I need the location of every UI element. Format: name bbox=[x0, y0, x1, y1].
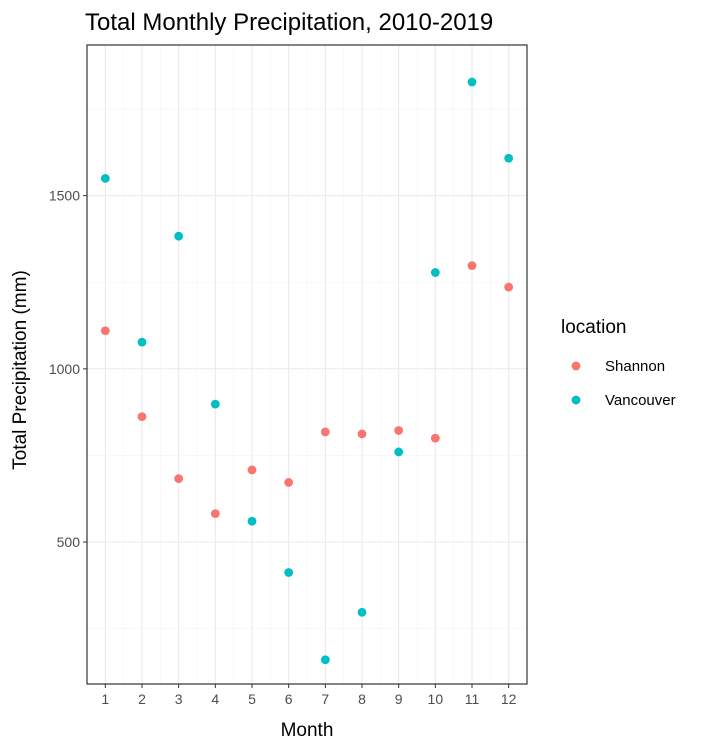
chart-title: Total Monthly Precipitation, 2010-2019 bbox=[85, 9, 493, 36]
data-point-vancouver bbox=[320, 655, 330, 665]
data-point-vancouver bbox=[394, 447, 404, 457]
data-point-shannon bbox=[394, 426, 404, 435]
data-point-shannon bbox=[284, 478, 294, 487]
x-tick-label: 12 bbox=[501, 691, 517, 707]
data-point-vancouver bbox=[467, 77, 477, 87]
legend-label-vancouver: Vancouver bbox=[605, 392, 676, 409]
data-point-shannon bbox=[210, 509, 220, 518]
x-tick-label: 1 bbox=[101, 691, 109, 707]
data-point-vancouver bbox=[247, 516, 257, 526]
data-points bbox=[100, 77, 514, 665]
x-tick-label: 3 bbox=[175, 691, 183, 707]
x-tick-label: 9 bbox=[395, 691, 403, 707]
x-tick-label: 10 bbox=[428, 691, 444, 707]
gridlines bbox=[87, 45, 527, 684]
data-point-shannon bbox=[430, 433, 440, 443]
legend-title: location bbox=[561, 317, 627, 338]
legend-key-shannon bbox=[571, 361, 581, 371]
x-tick-label: 8 bbox=[358, 691, 366, 707]
data-point-shannon bbox=[174, 474, 184, 484]
data-point-shannon bbox=[467, 261, 477, 271]
x-tick-label: 11 bbox=[465, 691, 480, 707]
data-point-shannon bbox=[100, 326, 110, 336]
data-point-vancouver bbox=[504, 153, 514, 163]
data-point-shannon bbox=[504, 282, 514, 292]
data-point-vancouver bbox=[357, 607, 367, 617]
y-tick-label: 500 bbox=[57, 534, 81, 550]
data-point-vancouver bbox=[100, 173, 110, 183]
legend-label-shannon: Shannon bbox=[605, 358, 665, 375]
x-tick-label: 7 bbox=[321, 691, 329, 707]
x-tick-label: 4 bbox=[211, 691, 219, 707]
x-tick-label: 2 bbox=[138, 691, 146, 707]
data-point-vancouver bbox=[430, 268, 440, 277]
legend: location Shannon Vancouver bbox=[561, 317, 676, 409]
data-point-shannon bbox=[320, 427, 330, 437]
x-axis-title: Month bbox=[281, 720, 334, 741]
y-tick-label: 1000 bbox=[49, 361, 80, 377]
data-point-vancouver bbox=[174, 231, 184, 241]
data-point-shannon bbox=[357, 429, 367, 439]
y-axis-title: Total Precipitation (mm) bbox=[10, 270, 31, 470]
plot-border bbox=[86, 44, 528, 685]
x-tick-label: 5 bbox=[248, 691, 256, 707]
data-point-vancouver bbox=[137, 337, 147, 347]
legend-key-vancouver bbox=[571, 395, 581, 405]
data-point-shannon bbox=[247, 465, 257, 475]
data-point-vancouver bbox=[284, 568, 294, 577]
data-point-vancouver bbox=[210, 399, 220, 409]
data-point-shannon bbox=[137, 412, 147, 422]
x-tick-label: 6 bbox=[285, 691, 293, 707]
y-tick-label: 1500 bbox=[49, 188, 80, 204]
